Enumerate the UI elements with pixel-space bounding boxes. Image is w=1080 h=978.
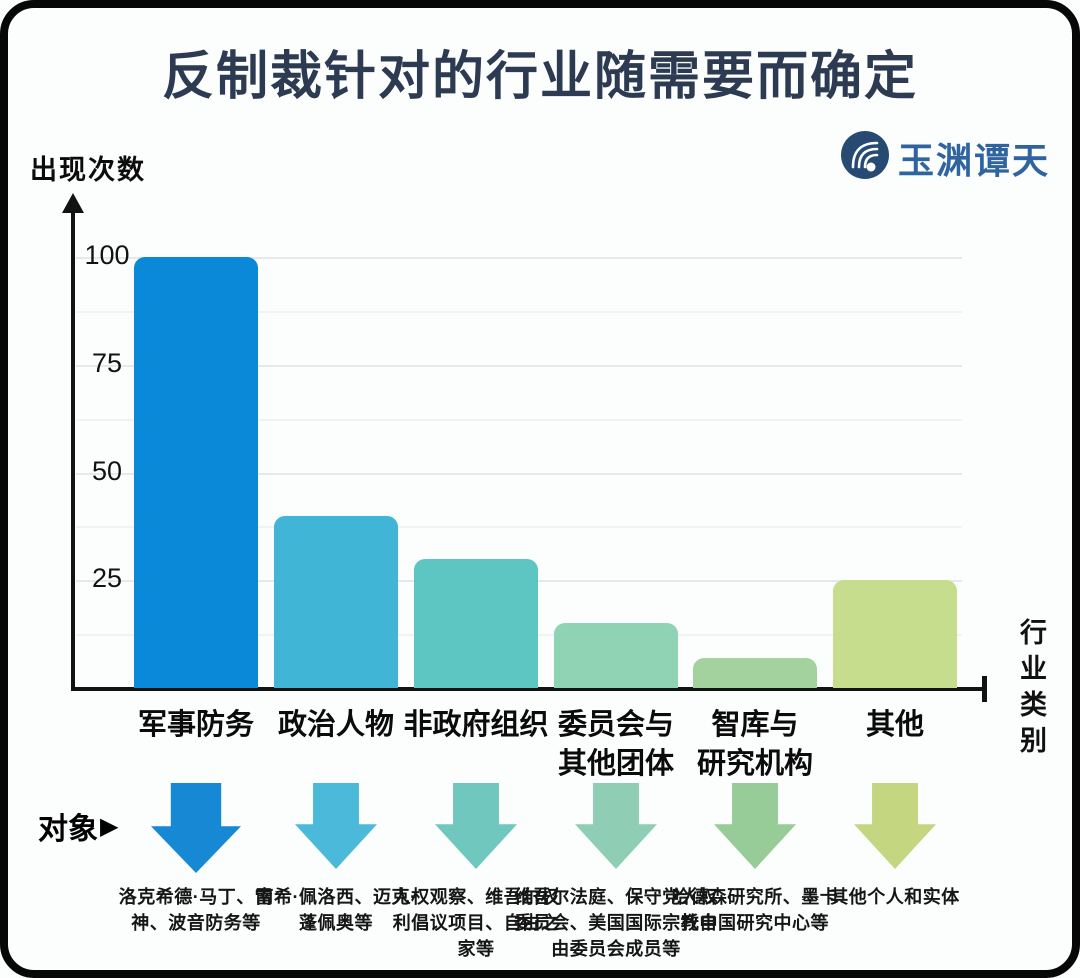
target-description: 维吾尔法庭、保守党人权委员会、美国国际宗教自由委员会成员等 — [514, 887, 718, 960]
gridline — [76, 418, 962, 421]
y-axis-arrow-icon — [62, 193, 84, 213]
down-arrow-icon — [435, 783, 517, 869]
y-tick-label: 100 — [84, 240, 130, 271]
y-axis-line — [71, 212, 75, 691]
x-axis-line — [71, 687, 986, 691]
down-arrow-icon — [295, 783, 377, 869]
gridline — [76, 257, 962, 260]
target-description: 其他个人和实体 — [830, 887, 960, 907]
bar — [833, 580, 957, 688]
bar — [693, 657, 817, 688]
bar-category-label: 政治人物 — [277, 709, 394, 741]
y-tick-label: 25 — [91, 563, 123, 594]
wave-circle-icon — [840, 130, 890, 185]
bar-category-label: 非政府组织 — [403, 709, 549, 741]
x-axis-endcap — [982, 676, 987, 702]
bar — [134, 257, 258, 688]
gridline — [76, 364, 962, 367]
bar — [554, 623, 678, 688]
y-tick-label: 75 — [91, 347, 123, 378]
target-description: 人权观察、维吾尔权利倡议项目、自由之家等 — [392, 887, 560, 960]
bar — [414, 558, 538, 688]
bar-category-label: 其他 — [865, 709, 924, 741]
down-arrow-icon — [575, 783, 657, 869]
target-description: 南希·佩洛西、迈克·蓬佩奥等 — [255, 887, 417, 934]
brand-logo: 玉渊谭天 — [840, 130, 1050, 185]
gridline — [76, 472, 962, 475]
target-description: 洛克希德·马丁、雷神、波音防务等 — [118, 887, 274, 934]
bar-category-label: 委员会与 其他团体 — [557, 709, 674, 781]
bar-category-label: 军事防务 — [137, 709, 254, 741]
down-arrow-icon — [714, 783, 796, 869]
down-arrow-icon — [854, 783, 936, 869]
target-description: 哈德森研究所、墨卡托中国研究中心等 — [671, 887, 839, 934]
bar — [274, 515, 398, 688]
y-tick-label: 50 — [91, 455, 123, 486]
down-arrow-icon — [151, 783, 241, 873]
y-axis-title: 出现次数 — [30, 155, 146, 185]
gridline — [76, 526, 962, 529]
brand-logo-text: 玉渊谭天 — [898, 139, 1051, 181]
bar-category-label: 智库与 研究机构 — [696, 709, 813, 781]
gridline — [76, 311, 962, 314]
targets-label: 对象 ▶ — [38, 812, 119, 847]
page-title: 反制裁针对的行业随需要而确定 — [161, 48, 918, 106]
right-triangle-pointer-icon: ▶ — [100, 812, 119, 840]
x-axis-title: 行业类别 — [1016, 618, 1046, 762]
